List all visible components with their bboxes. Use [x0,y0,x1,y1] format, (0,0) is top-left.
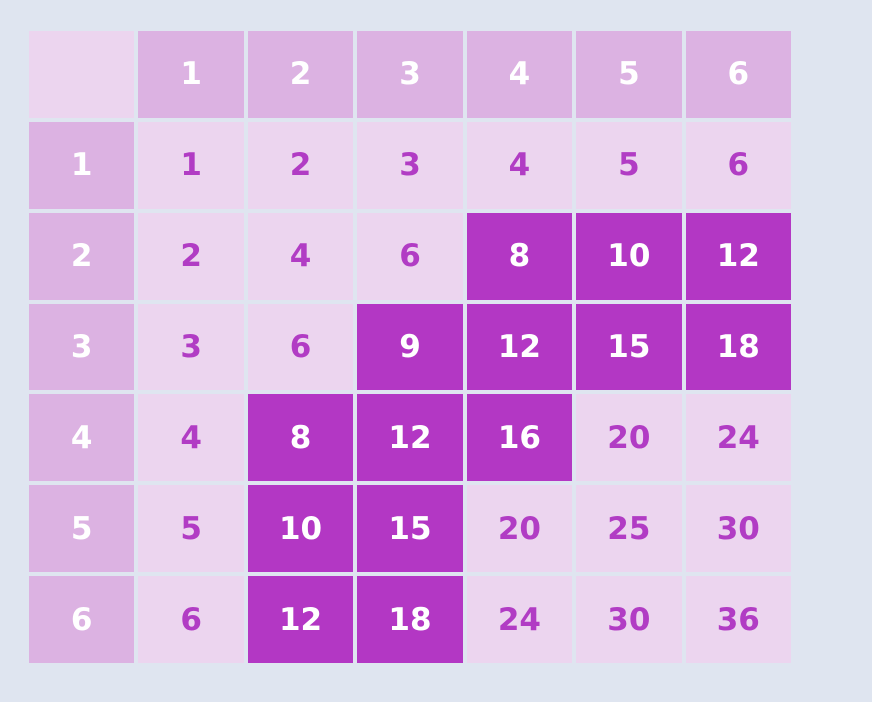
row-header-2: 2 [29,212,135,300]
product-cell-r6-c5[interactable]: 30 [576,576,682,663]
product-cell-r5-c3-highlighted[interactable]: 15 [357,485,463,573]
product-cell-r1-c4[interactable]: 4 [466,121,573,209]
row-header-6: 6 [29,576,135,663]
product-cell-r6-c4[interactable]: 24 [466,576,573,663]
product-cell-r4-c2-highlighted[interactable]: 8 [247,394,354,482]
multiplication-table: 1 2 3 4 5 6 1 1 2 3 4 5 6 2 2 4 6 8 10 12 3 3 6 9 12 15 18 4 4 8 12 16 2… [29,31,791,663]
product-cell-r5-c2-highlighted[interactable]: 10 [247,485,354,573]
row-header-1: 1 [29,121,135,209]
col-header-3: 3 [357,31,463,118]
product-cell-r2-c3[interactable]: 6 [357,212,463,300]
product-cell-r1-c1[interactable]: 1 [138,121,244,209]
col-header-5: 5 [576,31,682,118]
product-cell-r1-c5[interactable]: 5 [576,121,682,209]
product-cell-r2-c1[interactable]: 2 [138,212,244,300]
product-cell-r3-c2[interactable]: 6 [247,303,354,391]
col-header-4: 4 [466,31,573,118]
product-cell-r5-c4[interactable]: 20 [466,485,573,573]
product-cell-r4-c4-highlighted[interactable]: 16 [466,394,573,482]
row-header-5: 5 [29,485,135,573]
product-cell-r6-c2-highlighted[interactable]: 12 [247,576,354,663]
product-cell-r3-c5-highlighted[interactable]: 15 [576,303,682,391]
product-cell-r2-c2[interactable]: 4 [247,212,354,300]
product-cell-r2-c6-highlighted[interactable]: 12 [685,212,791,300]
product-cell-r6-c6[interactable]: 36 [685,576,791,663]
product-cell-r1-c6[interactable]: 6 [685,121,791,209]
col-header-6: 6 [685,31,791,118]
col-header-1: 1 [138,31,244,118]
product-cell-r2-c4-highlighted[interactable]: 8 [466,212,573,300]
product-cell-r5-c5[interactable]: 25 [576,485,682,573]
product-cell-r2-c5-highlighted[interactable]: 10 [576,212,682,300]
product-cell-r1-c3[interactable]: 3 [357,121,463,209]
col-header-2: 2 [247,31,354,118]
corner-cell [29,31,135,118]
product-cell-r4-c5[interactable]: 20 [576,394,682,482]
product-cell-r4-c1[interactable]: 4 [138,394,244,482]
product-cell-r4-c6[interactable]: 24 [685,394,791,482]
product-cell-r3-c4-highlighted[interactable]: 12 [466,303,573,391]
product-cell-r5-c1[interactable]: 5 [138,485,244,573]
product-cell-r4-c3-highlighted[interactable]: 12 [357,394,463,482]
product-cell-r6-c1[interactable]: 6 [138,576,244,663]
product-cell-r3-c3-highlighted[interactable]: 9 [357,303,463,391]
product-cell-r5-c6[interactable]: 30 [685,485,791,573]
product-cell-r6-c3-highlighted[interactable]: 18 [357,576,463,663]
product-cell-r1-c2[interactable]: 2 [247,121,354,209]
product-cell-r3-c1[interactable]: 3 [138,303,244,391]
product-cell-r3-c6-highlighted[interactable]: 18 [685,303,791,391]
row-header-4: 4 [29,394,135,482]
row-header-3: 3 [29,303,135,391]
